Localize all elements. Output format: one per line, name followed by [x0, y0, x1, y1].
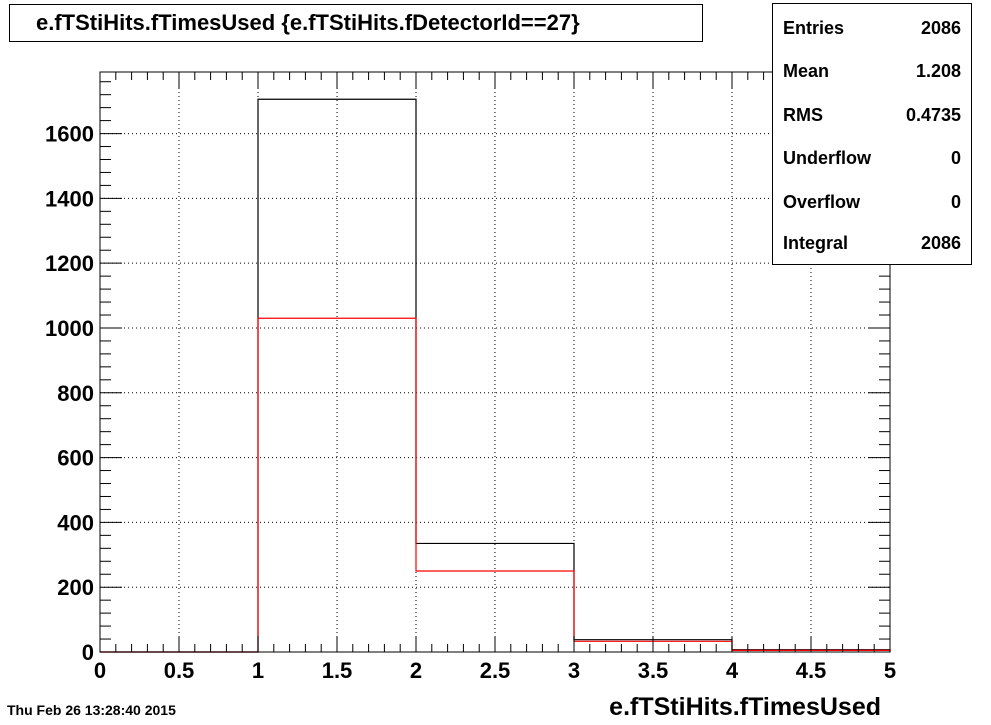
histogram-series-1: [100, 317, 891, 653]
stat-label: Entries: [783, 18, 845, 38]
stats-box: Entries 2086 Mean 1.208 RMS 0.4735 Under…: [772, 3, 972, 265]
y-tick-label: 1000: [45, 316, 94, 341]
stat-row-mean: Mean 1.208: [773, 61, 971, 85]
histogram-series-0: [100, 98, 891, 653]
stat-value: 0: [950, 192, 961, 212]
histogram-bin: [416, 543, 574, 652]
stat-value: 1.208: [915, 61, 961, 81]
stat-value: 0: [950, 148, 961, 168]
stat-value: 2086: [920, 18, 961, 38]
stat-value: 0.4735: [905, 105, 961, 125]
x-tick-label: 3: [568, 658, 580, 683]
stat-row-underflow: Underflow 0: [773, 148, 971, 172]
x-tick-label: 2: [410, 658, 422, 683]
y-tick-label: 400: [57, 510, 94, 535]
x-tick-label: 4: [726, 658, 739, 683]
stat-label: Integral: [783, 233, 849, 253]
chart-title: e.fTStiHits.fTimesUsed {e.fTStiHits.fDet…: [9, 4, 703, 42]
x-tick-label: 5: [884, 658, 896, 683]
x-tick-label: 0.5: [164, 658, 195, 683]
stat-label: RMS: [783, 105, 823, 125]
x-tick-label: 4.5: [796, 658, 827, 683]
histogram-series: [100, 98, 891, 653]
tick-labels: 0 0.5 1 1.5 2 2.5 3 3.5 4 4.5 5 0 200 400 600 800 1000 12…: [45, 122, 896, 683]
x-tick-label: 1: [252, 658, 264, 683]
y-tick-label: 0: [82, 640, 94, 665]
y-tick-label: 1200: [45, 251, 94, 276]
x-tick-label: 1.5: [322, 658, 353, 683]
histogram-bin: [258, 99, 416, 652]
stat-label: Mean: [783, 61, 830, 81]
stat-value: 2086: [920, 233, 961, 253]
x-tick-label: 2.5: [480, 658, 511, 683]
stat-row-integral: Integral 2086: [773, 233, 971, 257]
timestamp: Thu Feb 26 13:28:40 2015: [7, 702, 176, 718]
x-tick-label: 3.5: [638, 658, 669, 683]
y-tick-label: 800: [57, 381, 94, 406]
x-tick-label: 0: [94, 658, 106, 683]
stat-label: Overflow: [783, 192, 861, 212]
x-axis-label: e.fTStiHits.fTimesUsed: [609, 693, 881, 721]
y-tick-label: 1600: [45, 122, 94, 147]
stat-row-entries: Entries 2086: [773, 18, 971, 42]
y-tick-label: 1400: [45, 186, 94, 211]
y-tick-label: 600: [57, 446, 94, 471]
stat-row-overflow: Overflow 0: [773, 192, 971, 216]
stat-label: Underflow: [783, 148, 871, 168]
stat-row-rms: RMS 0.4735: [773, 105, 971, 129]
y-tick-label: 200: [57, 575, 94, 600]
